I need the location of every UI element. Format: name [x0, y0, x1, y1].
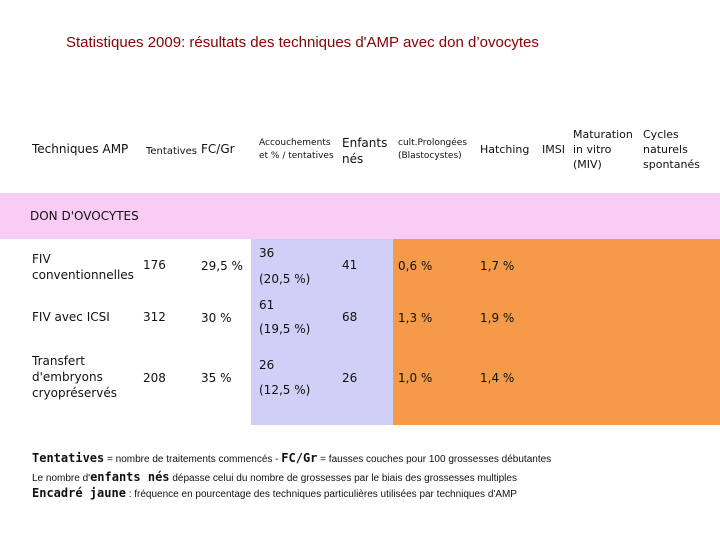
cell-hatching: 1,4 %	[480, 371, 515, 385]
cell-acc-pct: (20,5 %)	[259, 272, 311, 286]
table-row-technique: Transfert d'embryons cryopréservés	[32, 353, 117, 401]
footnote-text: = nombre de traitements commencés -	[104, 454, 282, 465]
technique-line1: FIV avec ICSI	[32, 310, 110, 324]
cell-cult: 1,3 %	[398, 311, 433, 325]
cell-enfants: 41	[342, 258, 358, 272]
technique-line2: d'embryons	[32, 370, 103, 384]
header-maturation-line2: in vitro	[573, 143, 612, 156]
cell-fcgr: 30 %	[201, 311, 232, 325]
header-enfants: Enfants nés	[342, 135, 387, 167]
section-label: DON D'OVOCYTES	[30, 209, 139, 223]
footnote-term-tentatives: Tentatives	[32, 451, 105, 465]
header-enfants-line1: Enfants	[342, 136, 388, 150]
header-accouchements-line2: et % / tentatives	[259, 151, 334, 161]
cell-acc-count: 36	[259, 246, 275, 260]
header-fcgr: FC/Gr	[201, 142, 235, 156]
footnote-text: = fausses couches pour 100 grossesses dé…	[317, 454, 552, 465]
header-accouchements-line1: Accouchements	[259, 138, 331, 148]
orange-block	[393, 239, 720, 425]
header-maturation-line3: (MIV)	[573, 158, 602, 171]
cell-fcgr: 35 %	[201, 371, 232, 385]
cell-tentatives: 176	[143, 258, 166, 272]
technique-line2: conventionnelles	[32, 268, 134, 282]
cell-enfants: 26	[342, 371, 358, 385]
header-cycles-line3: spontanés	[643, 158, 700, 171]
cell-acc-pct: (19,5 %)	[259, 322, 311, 336]
header-cult-line1: cult.Prolongées	[398, 138, 468, 148]
cell-cult: 0,6 %	[398, 259, 433, 273]
footnote-text: : fréquence en pourcentage des technique…	[125, 489, 517, 500]
lavender-column	[251, 239, 393, 425]
cell-acc-pct: (12,5 %)	[259, 383, 311, 397]
technique-line1: FIV	[32, 252, 51, 266]
footnote-text: dépasse celui du nombre de grossesses pa…	[169, 473, 517, 484]
section-band	[0, 193, 720, 239]
header-accouchements: Accouchements et % / tentatives	[259, 137, 334, 163]
footnote-line3: Encadré jaune : fréquence en pourcentage…	[32, 486, 517, 500]
header-tentatives: Tentatives	[146, 146, 197, 157]
footnote-term-encadre: Encadré jaune	[32, 486, 126, 500]
header-hatching: Hatching	[480, 143, 530, 156]
page-title: Statistiques 2009: résultats des techniq…	[66, 34, 539, 51]
header-cult-line2: (Blastocystes)	[398, 151, 462, 161]
header-cycles: Cycles naturels spontanés	[643, 127, 700, 172]
footnote-term-fcgr: FC/Gr	[281, 451, 318, 465]
footnote-line2: Le nombre d'enfants nés dépasse celui du…	[32, 470, 517, 484]
cell-acc-count: 26	[259, 358, 275, 372]
header-maturation: Maturation in vitro (MIV)	[573, 127, 633, 172]
header-imsi: IMSI	[542, 143, 565, 156]
cell-enfants: 68	[342, 310, 358, 324]
cell-tentatives: 312	[143, 310, 166, 324]
header-cycles-line2: naturels	[643, 143, 688, 156]
header-enfants-line2: nés	[342, 152, 364, 166]
footnote-line1: Tentatives = nombre de traitements comme…	[32, 451, 551, 465]
header-cult: cult.Prolongées (Blastocystes)	[398, 137, 467, 163]
technique-line1: Transfert	[32, 354, 85, 368]
technique-line3: cryopréservés	[32, 386, 117, 400]
table-row-technique: FIV conventionnelles	[32, 251, 134, 283]
cell-hatching: 1,7 %	[480, 259, 515, 273]
cell-tentatives: 208	[143, 371, 166, 385]
cell-cult: 1,0 %	[398, 371, 433, 385]
header-cycles-line1: Cycles	[643, 128, 679, 141]
cell-hatching: 1,9 %	[480, 311, 515, 325]
header-maturation-line1: Maturation	[573, 128, 633, 141]
footnote-text: Le nombre d'	[32, 473, 91, 484]
table-row-technique: FIV avec ICSI	[32, 309, 110, 325]
footnote-term-enfants: enfants nés	[90, 470, 170, 484]
cell-acc-count: 61	[259, 298, 275, 312]
header-techniques: Techniques AMP	[32, 142, 129, 156]
cell-fcgr: 29,5 %	[201, 259, 243, 273]
